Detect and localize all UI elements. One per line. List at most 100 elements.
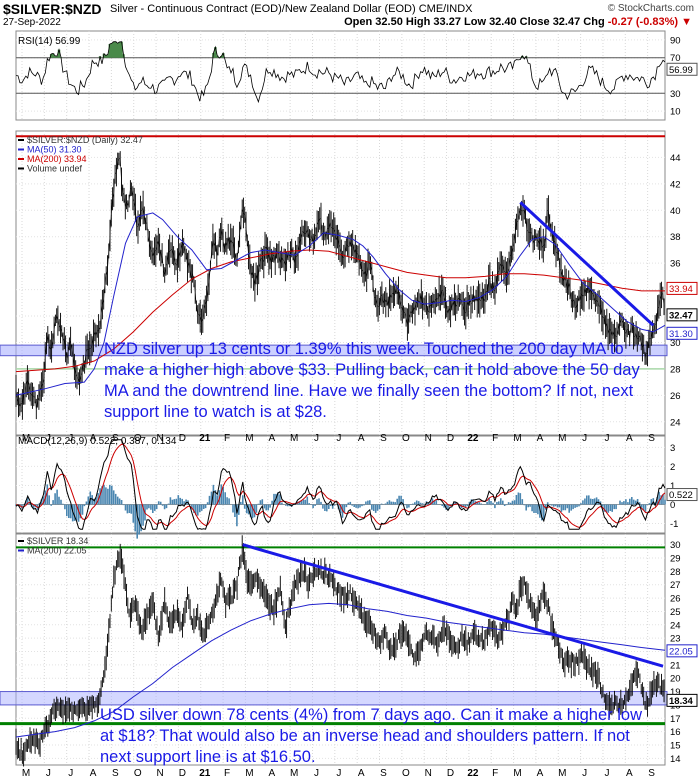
- usd-y-tick-label: 23: [670, 634, 681, 645]
- x-tick-label-usd: M: [513, 768, 521, 779]
- change-value: -0.27 (-0.83%): [607, 16, 679, 28]
- x-tick-label-usd: N: [425, 768, 432, 779]
- x-tick-label-usd: A: [358, 768, 365, 779]
- rsi-line: [15, 41, 666, 104]
- usd-y-tick-label: 24: [670, 620, 681, 631]
- open-label: Open: [344, 16, 373, 28]
- x-tick-label-nzd: M: [513, 433, 521, 444]
- nzd-ma200-line: [15, 249, 665, 373]
- nzd-last-box: [666, 281, 698, 295]
- usd-legend-entry: $SILVER 18.34: [27, 536, 88, 546]
- x-tick-label-usd: M: [245, 768, 253, 779]
- x-tick-label-usd: A: [268, 768, 275, 779]
- x-tick-label-usd: M: [558, 768, 566, 779]
- x-tick-label-nzd: J: [46, 433, 51, 444]
- x-tick-label-usd: O: [134, 768, 142, 779]
- usd-y-tick-label: 29: [670, 554, 681, 565]
- nzd-last-label: 31.30: [669, 329, 693, 340]
- x-tick-label-nzd: A: [626, 433, 633, 444]
- x-tick-label-usd: S: [648, 768, 655, 779]
- x-tick-label-nzd: S: [112, 433, 119, 444]
- x-tick-label-usd: J: [314, 768, 319, 779]
- nzd-legend-entry: Volume undef: [27, 164, 83, 174]
- x-tick-label-usd: 21: [199, 768, 211, 779]
- macd-y-tick-label: 3: [670, 443, 675, 454]
- nzd-last-label: 32.47: [669, 310, 693, 321]
- usd-y-tick-label: 14: [670, 754, 681, 765]
- usd-y-tick-label: 17: [670, 714, 681, 725]
- x-tick-label-usd: O: [402, 768, 410, 779]
- x-tick-label-usd: A: [537, 768, 544, 779]
- nzd-y-tick-label: 40: [670, 206, 681, 217]
- x-tick-label-usd: 22: [467, 768, 479, 779]
- x-tick-label-usd: J: [336, 768, 341, 779]
- macd-line: [15, 439, 666, 530]
- x-tick-label-nzd: S: [380, 433, 387, 444]
- usd-y-tick-label: 15: [670, 740, 681, 751]
- high-value: 33.27: [433, 16, 461, 28]
- usd-last-label: 22.05: [669, 646, 693, 657]
- usd-y-tick-label: 30: [670, 540, 681, 551]
- rsi-y-tick-label: 70: [670, 53, 681, 64]
- x-tick-label-usd: M: [290, 768, 298, 779]
- macd-last-label: 0.522: [669, 490, 693, 501]
- nzd-last-label: 33.94: [669, 284, 693, 295]
- rsi-y-tick-label: 30: [670, 89, 681, 100]
- rsi-last-label: 56.99: [669, 65, 693, 76]
- usd-y-tick-label: 19: [670, 687, 681, 698]
- nzd-y-tick-label: 38: [670, 232, 681, 243]
- x-tick-label-nzd: M: [245, 433, 253, 444]
- nzd-legend-entry: MA(200) 33.94: [27, 154, 87, 164]
- nzd-ma50-line: [15, 212, 666, 396]
- nzd-support-band: [0, 344, 668, 357]
- usd-last-box: [666, 693, 698, 707]
- x-tick-label-usd: A: [626, 768, 633, 779]
- x-tick-label-nzd: O: [134, 433, 142, 444]
- nzd-downtrend-line: [519, 201, 655, 327]
- nzd-y-tick-label: 30: [670, 338, 681, 349]
- usd-y-tick-label: 27: [670, 580, 681, 591]
- panel-frame-nzd: [15, 130, 666, 436]
- nzd-legend-entry: MA(50) 31.30: [27, 145, 82, 155]
- panel-frame-macd: [15, 435, 666, 534]
- usd-y-tick-label: 28: [670, 567, 681, 578]
- x-tick-label-nzd: N: [156, 433, 163, 444]
- x-tick-label-nzd: F: [492, 433, 498, 444]
- rsi-y-tick-label: 10: [670, 107, 681, 118]
- x-tick-label-usd: J: [604, 768, 609, 779]
- x-tick-label-nzd: M: [558, 433, 566, 444]
- rsi-last-box: [666, 62, 698, 76]
- nzd-y-tick-label: 36: [670, 259, 681, 270]
- x-tick-label-nzd: J: [604, 433, 609, 444]
- x-tick-label-nzd: A: [268, 433, 275, 444]
- rsi-y-tick-label: 90: [670, 35, 681, 46]
- x-tick-label-usd: N: [156, 768, 163, 779]
- change-label: Chg: [583, 16, 605, 28]
- x-tick-label-nzd: S: [648, 433, 655, 444]
- chart-description: Silver - Continuous Contract (EOD)/New Z…: [110, 3, 473, 15]
- usd-legend-entry: MA(200) 22.05: [27, 546, 87, 556]
- rsi-legend: RSI(14) 56.99: [18, 36, 81, 47]
- x-tick-label-usd: F: [224, 768, 230, 779]
- usd-last-label: 18.34: [669, 696, 693, 707]
- x-tick-label-nzd: M: [290, 433, 298, 444]
- macd-signal-line: [16, 443, 666, 528]
- x-tick-label-nzd: M: [22, 433, 30, 444]
- nzd-last-box: [666, 326, 698, 340]
- nzd-y-tick-label: 44: [670, 153, 681, 164]
- nzd-y-tick-label: 42: [670, 179, 681, 190]
- nzd-y-tick-label: 26: [670, 391, 681, 402]
- nzd-y-tick-label: 28: [670, 364, 681, 375]
- x-tick-label-usd: J: [582, 768, 587, 779]
- x-tick-label-nzd: 22: [467, 433, 479, 444]
- x-tick-label-nzd: J: [582, 433, 587, 444]
- usd-annotation: USD silver down 78 cents (4%) from 7 day…: [100, 706, 642, 766]
- copyright[interactable]: © StockCharts.com: [607, 3, 694, 14]
- chart-date: 27-Sep-2022: [3, 17, 61, 28]
- x-tick-label-nzd: O: [402, 433, 410, 444]
- usd-y-tick-label: 26: [670, 594, 681, 605]
- x-tick-label-nzd: J: [68, 433, 73, 444]
- usd-y-tick-label: 25: [670, 607, 681, 618]
- close-label: Close: [519, 16, 550, 28]
- usd-y-tick-label: 21: [670, 660, 681, 671]
